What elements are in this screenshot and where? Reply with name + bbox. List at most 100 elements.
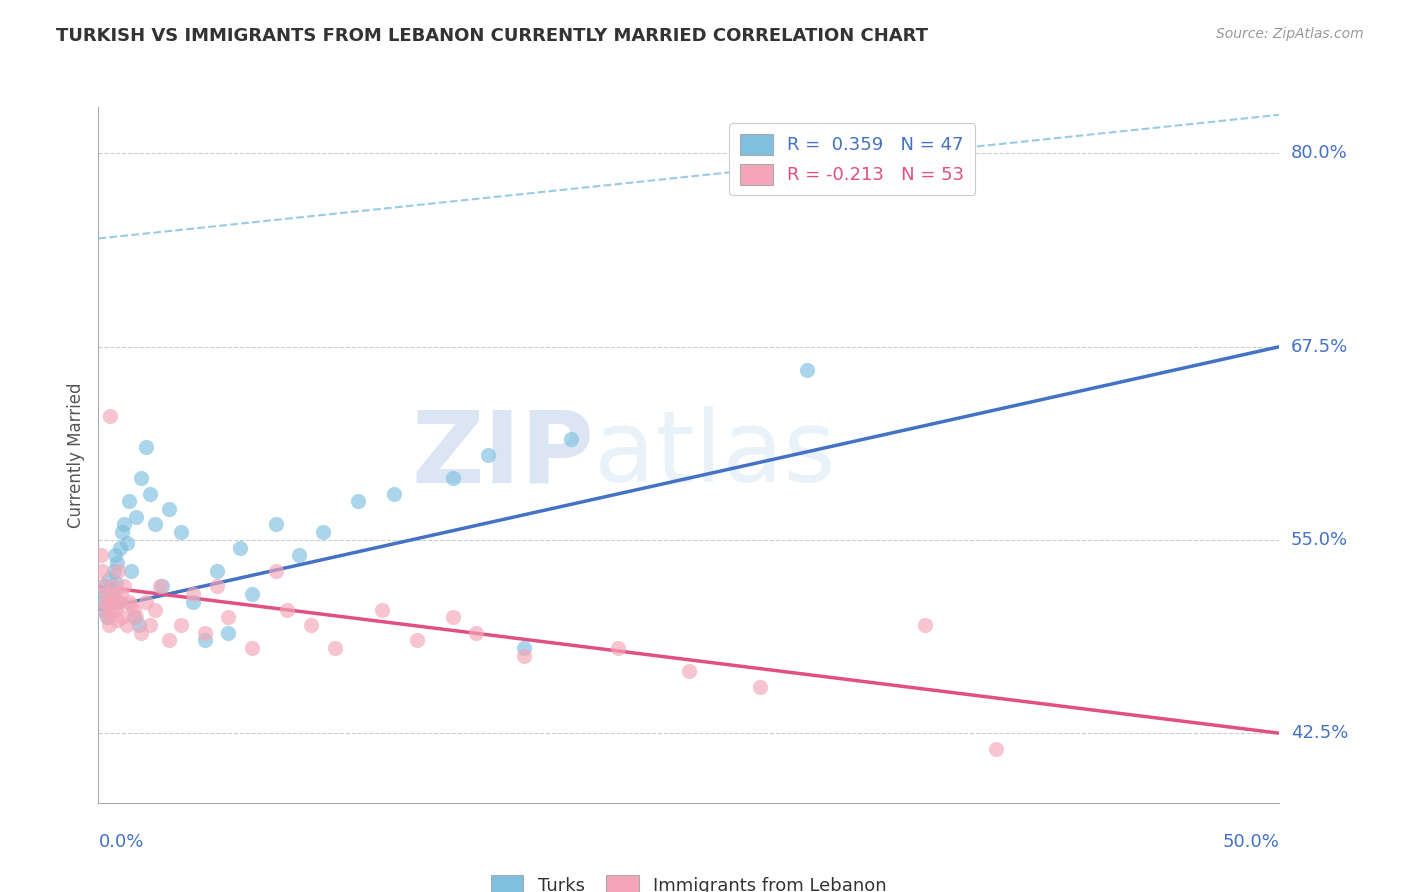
Point <box>101 579 124 593</box>
Point <box>157 804 180 818</box>
Text: 42.5%: 42.5% <box>1291 724 1348 742</box>
Text: TURKISH VS IMMIGRANTS FROM LEBANON CURRENTLY MARRIED CORRELATION CHART: TURKISH VS IMMIGRANTS FROM LEBANON CURRE… <box>56 27 928 45</box>
Point <box>101 587 124 601</box>
Point <box>157 633 180 648</box>
Point <box>217 625 239 640</box>
Point <box>135 440 157 454</box>
Point <box>371 602 394 616</box>
Point <box>125 610 148 624</box>
Point <box>240 587 263 601</box>
Point <box>465 625 488 640</box>
Point <box>108 595 131 609</box>
Point <box>406 633 429 648</box>
Point <box>312 525 335 540</box>
Point <box>93 602 115 616</box>
Point <box>104 549 127 563</box>
Point <box>205 579 228 593</box>
Point <box>107 564 129 578</box>
Point <box>135 595 157 609</box>
Text: atlas: atlas <box>595 407 837 503</box>
Point <box>150 579 173 593</box>
Point <box>194 633 217 648</box>
Point <box>94 587 117 601</box>
Point <box>91 602 114 616</box>
Text: 80.0%: 80.0% <box>1291 145 1347 162</box>
Point <box>97 610 120 624</box>
Point <box>93 579 115 593</box>
Point <box>90 549 112 563</box>
Point <box>105 602 128 616</box>
Point <box>118 595 141 609</box>
Point <box>382 486 405 500</box>
Point <box>914 618 936 632</box>
Point <box>105 556 128 570</box>
Point <box>441 610 464 624</box>
Point <box>112 579 135 593</box>
Point <box>115 536 138 550</box>
Point <box>98 409 121 424</box>
Point <box>139 618 162 632</box>
Point <box>240 641 263 656</box>
Point <box>103 564 125 578</box>
Point <box>104 595 127 609</box>
Point <box>91 579 114 593</box>
Point <box>441 471 464 485</box>
Point <box>560 433 582 447</box>
Point <box>748 680 770 694</box>
Point <box>205 564 228 578</box>
Point <box>796 363 818 377</box>
Legend: Turks, Immigrants from Lebanon: Turks, Immigrants from Lebanon <box>484 868 894 892</box>
Point <box>112 517 135 532</box>
Point <box>100 582 122 597</box>
Point <box>512 648 534 663</box>
Point <box>103 587 125 601</box>
Point <box>91 564 114 578</box>
Text: ZIP: ZIP <box>412 407 595 503</box>
Point <box>98 595 121 609</box>
Point <box>264 517 287 532</box>
Point <box>122 602 145 616</box>
Point <box>118 494 141 508</box>
Point <box>100 602 122 616</box>
Y-axis label: Currently Married: Currently Married <box>66 382 84 528</box>
Point <box>96 610 118 624</box>
Point <box>288 549 311 563</box>
Point <box>129 471 152 485</box>
Point <box>107 595 129 609</box>
Point <box>125 509 148 524</box>
Point <box>181 595 204 609</box>
Point <box>111 525 134 540</box>
Point <box>94 595 117 609</box>
Point <box>264 564 287 578</box>
Point <box>229 541 252 555</box>
Point <box>98 618 121 632</box>
Point <box>607 641 630 656</box>
Point <box>323 641 346 656</box>
Point <box>91 595 114 609</box>
Point <box>299 618 322 632</box>
Point <box>143 517 166 532</box>
Point <box>128 618 150 632</box>
Point <box>121 598 143 612</box>
Point <box>111 610 134 624</box>
Point <box>143 602 166 616</box>
Text: 0.0%: 0.0% <box>98 833 143 851</box>
Point <box>170 525 193 540</box>
Point <box>108 541 131 555</box>
Point <box>139 486 162 500</box>
Point <box>149 579 172 593</box>
Point <box>157 502 180 516</box>
Text: 67.5%: 67.5% <box>1291 338 1348 356</box>
Point <box>678 665 700 679</box>
Point <box>276 602 298 616</box>
Point <box>170 618 193 632</box>
Point <box>129 625 152 640</box>
Point <box>98 591 121 606</box>
Point <box>194 625 217 640</box>
Point <box>115 618 138 632</box>
Point <box>98 572 121 586</box>
Point <box>217 610 239 624</box>
Point <box>121 564 143 578</box>
Point <box>110 587 132 601</box>
Point <box>122 610 145 624</box>
